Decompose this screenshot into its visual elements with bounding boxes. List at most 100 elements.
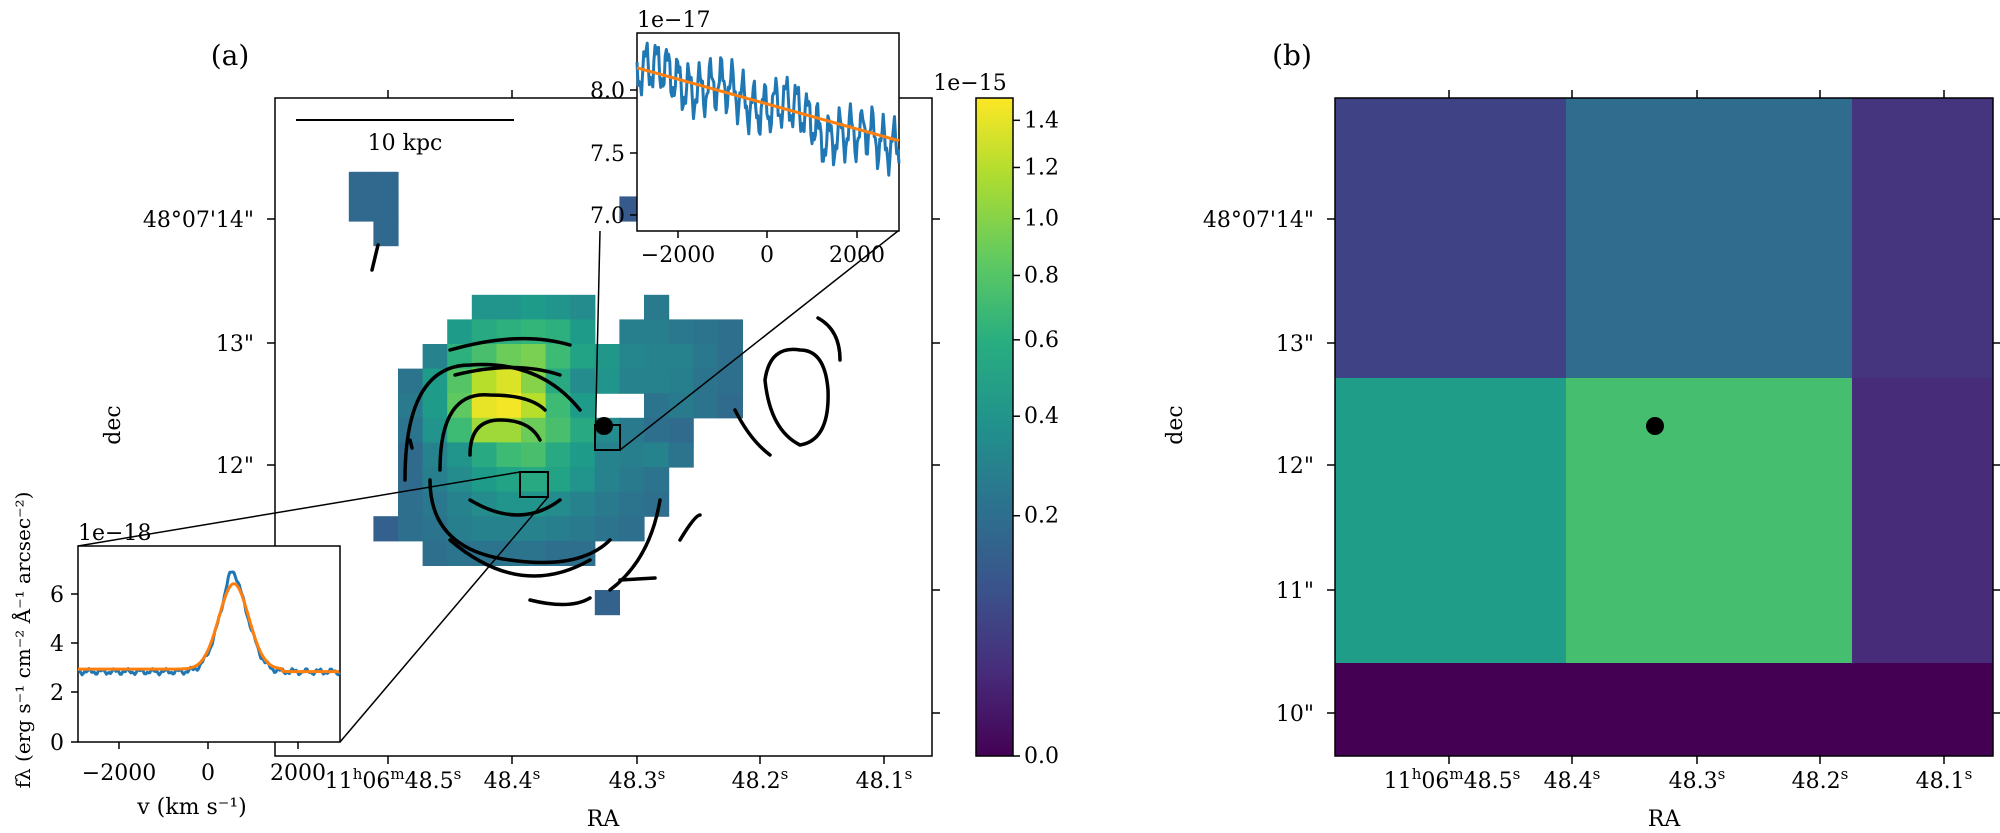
heatmap-pixel [668, 368, 694, 394]
inset-connectors [77, 230, 899, 743]
x-tick-label: 48.1s [1916, 765, 1973, 794]
x-tick-label: −2000 [82, 761, 156, 786]
panel-b-heatmap [1335, 98, 1994, 757]
heatmap-pixel [570, 467, 596, 493]
heatmap-pixel [447, 491, 473, 517]
x-tick-label: 2000 [270, 761, 326, 786]
inset-top-model-line [636, 66, 900, 143]
x-tick-label: 0 [201, 761, 215, 786]
y-tick-label: 13" [1276, 332, 1314, 357]
heatmap-pixel [594, 442, 620, 468]
inset-bottom-exponent: 1e−18 [78, 521, 151, 546]
heatmap-pixel [594, 467, 620, 493]
x-tick-label: 0 [760, 243, 774, 268]
contour-line [763, 347, 830, 447]
colorbar-tick-label: 0.6 [1024, 328, 1059, 353]
heatmap-pixel [447, 467, 473, 493]
y-tick-label: 13" [216, 332, 254, 357]
heatmap-pixel [373, 196, 399, 222]
inset-top-yticks [630, 89, 637, 216]
contour-line [468, 498, 562, 517]
heatmap-pixel [619, 319, 645, 345]
heatmap-pixel [619, 442, 645, 468]
heatmap-pixel [644, 467, 670, 493]
heatmap-pixel [471, 294, 497, 320]
inset-bottom-ylabel: fλ (erg s⁻¹ cm⁻² Å⁻¹ arcsec⁻²) [10, 492, 35, 789]
heatmap-pixel [496, 294, 522, 320]
y-tick-label: 0 [50, 731, 64, 756]
heatmap-cell [1566, 378, 1853, 664]
heatmap-pixel [717, 368, 743, 394]
heatmap-pixel [545, 516, 571, 542]
heatmap-pixel [373, 221, 399, 247]
heatmap-pixel [471, 442, 497, 468]
heatmap-pixel [348, 196, 374, 222]
inset-top-plot [635, 41, 901, 177]
heatmap-pixel [398, 491, 424, 517]
contour-line [733, 408, 772, 457]
y-tick-label: 8.0 [590, 79, 625, 104]
heatmap-pixel [594, 590, 620, 616]
scale-bar-label: 10 kpc [368, 131, 443, 156]
heatmap-pixel [594, 516, 620, 542]
heatmap-pixel [570, 516, 596, 542]
x-axis-label: RA [587, 807, 621, 832]
heatmap-pixel [398, 467, 424, 493]
heatmap-pixel [570, 491, 596, 517]
heatmap-pixel [496, 467, 522, 493]
contour-line [370, 243, 380, 272]
heatmap-pixel [644, 442, 670, 468]
y-tick-label: 10" [1276, 702, 1314, 727]
heatmap-pixel [717, 319, 743, 345]
panel-a-contours [370, 243, 842, 607]
colorbar-tick-label: 0.2 [1024, 504, 1059, 529]
heatmap-pixel [619, 417, 645, 443]
contour-line [678, 513, 702, 542]
y-axis-label: dec [101, 405, 126, 444]
heatmap-pixel [619, 491, 645, 517]
heatmap-pixel [373, 516, 399, 542]
colorbar-tick-label: 1.4 [1024, 108, 1059, 133]
panel-b-ticks [1327, 90, 2000, 764]
contour-line [618, 576, 657, 582]
heatmap-cell [1566, 98, 1853, 379]
quasar-marker [595, 417, 613, 435]
x-tick-label: 11h06m48.5s [1384, 765, 1521, 794]
heatmap-pixel [644, 368, 670, 394]
quasar-marker [1646, 417, 1664, 435]
connector-line [77, 471, 521, 547]
heatmap-pixel [471, 516, 497, 542]
contour-line [448, 538, 592, 578]
heatmap-pixel [644, 344, 670, 370]
heatmap-cell [1852, 663, 1994, 757]
y-tick-label: 7.5 [590, 142, 625, 167]
heatmap-pixel [545, 442, 571, 468]
contour-line [816, 316, 842, 362]
colorbar-ticks: 1.4 1.2 1.0 0.8 0.6 0.4 0.2 0.0 [1013, 108, 1059, 769]
panel-a-label: (a) [211, 39, 250, 72]
heatmap-cell [1335, 378, 1567, 664]
heatmap-pixel [644, 319, 670, 345]
heatmap-pixel [545, 491, 571, 517]
heatmap-cell [1852, 378, 1994, 664]
panel-a-heatmap [348, 171, 743, 616]
heatmap-pixel [496, 516, 522, 542]
heatmap-cell [1852, 98, 1994, 379]
panel-a-frame [274, 97, 933, 757]
heatmap-pixel [447, 442, 473, 468]
heatmap-pixel [447, 417, 473, 443]
y-tick-label: 4 [50, 632, 64, 657]
colorbar-exponent: 1e−15 [933, 71, 1006, 96]
y-tick-label: 12" [216, 454, 254, 479]
contour-line [428, 478, 612, 565]
contour-line [528, 596, 592, 607]
colorbar-tick-label: 0.8 [1024, 263, 1059, 288]
heatmap-pixel [521, 467, 547, 493]
panel-b-label: (b) [1272, 39, 1312, 72]
heatmap-pixel [570, 417, 596, 443]
heatmap-pixel [570, 319, 596, 345]
connector-line [619, 230, 899, 451]
x-tick-label: 48.4s [484, 765, 541, 794]
heatmap-pixel [570, 368, 596, 394]
